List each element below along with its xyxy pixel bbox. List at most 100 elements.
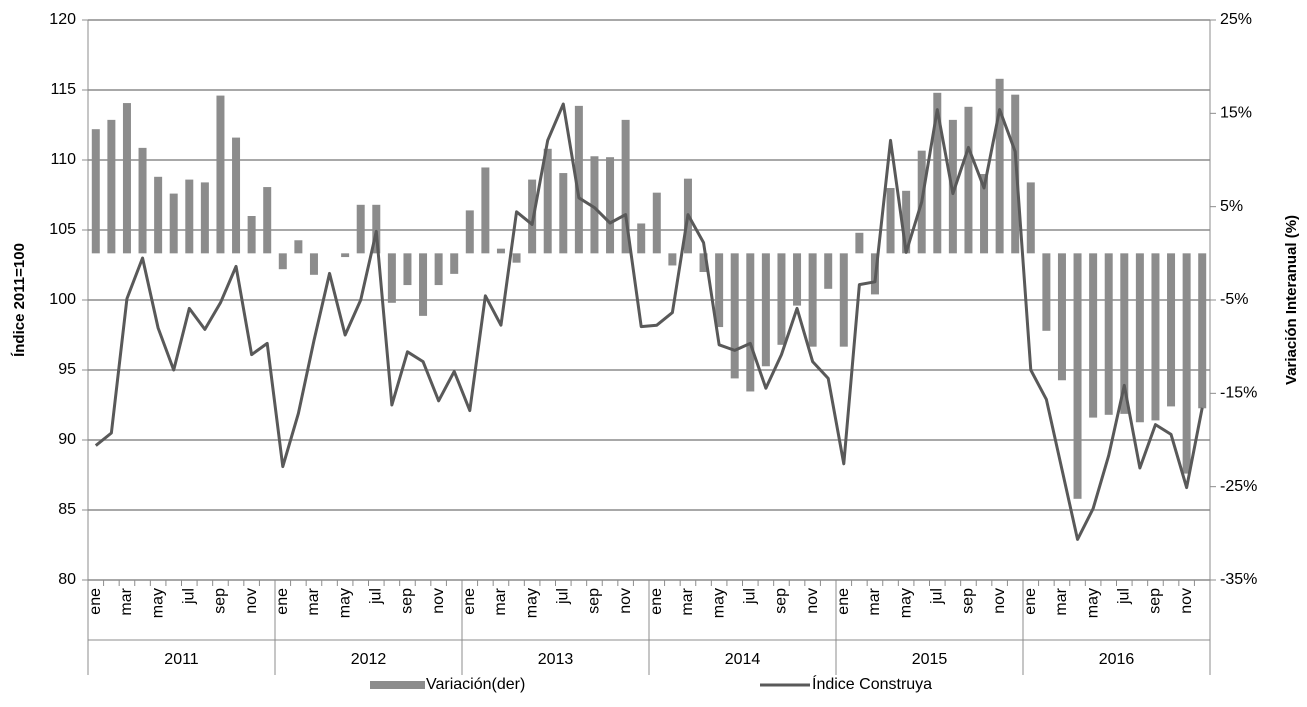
x-tick-label: jul xyxy=(181,588,198,605)
bar xyxy=(1011,94,1020,254)
bar xyxy=(606,157,615,254)
y2-tick-label: 25% xyxy=(1220,11,1252,28)
x-tick-label: may xyxy=(1084,588,1101,618)
x-tick-label: jul xyxy=(1116,588,1133,605)
group-label: 2011 xyxy=(164,651,199,668)
bar xyxy=(855,232,864,254)
y-tick-label: 120 xyxy=(49,11,76,28)
x-tick-label: may xyxy=(523,588,540,618)
bar xyxy=(964,106,973,254)
bar xyxy=(902,190,911,254)
bar xyxy=(1104,253,1113,415)
y-axis-title: Índice 2011=100 xyxy=(11,243,28,357)
y2-axis-title: Variación Interanual (%) xyxy=(1283,215,1300,385)
bar xyxy=(107,119,116,254)
bar xyxy=(1120,253,1129,414)
x-tick-label: may xyxy=(149,588,166,618)
bar xyxy=(496,248,505,254)
bar xyxy=(793,253,802,306)
x-tick-label: nov xyxy=(243,588,260,614)
bar xyxy=(154,176,163,254)
bar xyxy=(1198,253,1207,409)
legend-label: Índice Construya xyxy=(812,674,932,693)
bar xyxy=(574,105,583,254)
bar xyxy=(761,253,770,367)
y2-tick-label: -15% xyxy=(1220,385,1257,402)
x-tick-label: sep xyxy=(399,588,416,614)
bar xyxy=(263,187,272,254)
bar xyxy=(341,253,350,258)
y-tick-label: 90 xyxy=(58,431,76,448)
bar xyxy=(512,253,521,263)
bar xyxy=(169,193,178,254)
bar xyxy=(419,253,428,316)
bar xyxy=(668,253,677,266)
bar xyxy=(200,182,209,254)
x-tick-label: ene xyxy=(648,588,665,615)
bar xyxy=(481,167,490,254)
x-tick-label: jul xyxy=(368,588,385,605)
x-tick-label: nov xyxy=(430,588,447,614)
bar xyxy=(278,253,287,270)
bar xyxy=(1167,253,1176,407)
group-label: 2014 xyxy=(725,651,761,668)
x-tick-label: mar xyxy=(866,587,883,615)
x-tick-label: nov xyxy=(804,588,821,614)
x-tick-label: mar xyxy=(679,587,696,615)
x-tick-label: ene xyxy=(461,588,478,615)
y2-tick-label: -35% xyxy=(1220,571,1257,588)
y-tick-label: 80 xyxy=(58,571,76,588)
group-label: 2016 xyxy=(1099,651,1135,668)
x-tick-label: nov xyxy=(1178,588,1195,614)
bar xyxy=(559,173,568,254)
bar xyxy=(839,253,848,347)
bar xyxy=(91,129,100,254)
bar xyxy=(933,92,942,254)
y-tick-label: 110 xyxy=(50,151,76,168)
x-tick-label: sep xyxy=(586,588,603,614)
y-tick-label: 105 xyxy=(49,221,76,238)
bar xyxy=(652,192,661,254)
bar xyxy=(980,174,989,254)
y2-tick-label: 15% xyxy=(1220,105,1252,122)
x-tick-label: sep xyxy=(212,588,229,614)
bar xyxy=(808,253,817,347)
bar xyxy=(216,95,225,254)
x-tick-label: sep xyxy=(1147,588,1164,614)
bar xyxy=(777,253,786,345)
x-tick-label: mar xyxy=(118,587,135,615)
group-label: 2012 xyxy=(351,651,387,668)
bar xyxy=(1089,253,1098,418)
y2-tick-label: -5% xyxy=(1220,291,1248,308)
y-tick-label: 115 xyxy=(50,81,76,98)
bar xyxy=(621,119,630,254)
x-tick-label: may xyxy=(710,588,727,618)
bar xyxy=(730,253,739,379)
bar xyxy=(824,253,833,289)
bar xyxy=(746,253,755,392)
x-tick-label: mar xyxy=(492,587,509,615)
bar xyxy=(1057,253,1066,381)
bar xyxy=(1135,253,1144,423)
bar xyxy=(995,78,1004,254)
x-tick-label: nov xyxy=(991,588,1008,614)
bar xyxy=(1182,253,1191,474)
x-tick-label: ene xyxy=(1022,588,1039,615)
bar xyxy=(185,179,194,254)
bar xyxy=(356,204,365,254)
bar xyxy=(450,253,459,274)
bar xyxy=(372,204,381,254)
legend-label: Variación(der) xyxy=(426,676,525,693)
x-tick-label: may xyxy=(897,588,914,618)
bar xyxy=(1042,253,1051,331)
bar xyxy=(232,137,241,254)
bar xyxy=(434,253,443,286)
bar xyxy=(122,103,131,254)
x-tick-label: mar xyxy=(1053,587,1070,615)
bar xyxy=(247,216,256,254)
bar xyxy=(387,253,396,303)
bar xyxy=(1026,182,1035,254)
bar xyxy=(403,253,412,286)
x-tick-label: jul xyxy=(742,588,759,605)
